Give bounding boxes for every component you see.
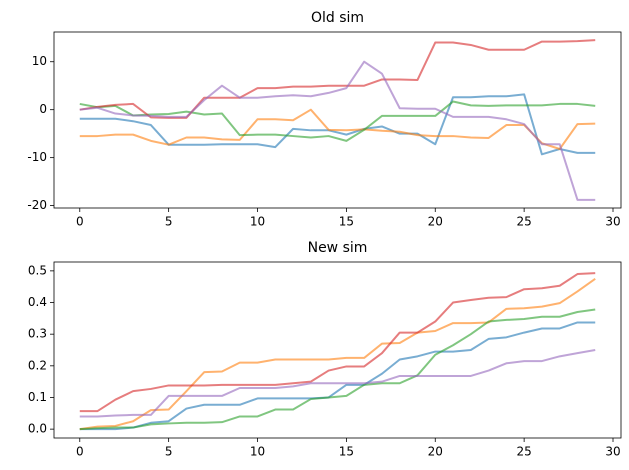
y-tick-label: 0.5 — [28, 263, 47, 277]
x-tick-label: 0 — [76, 215, 84, 229]
data-line — [79, 321, 596, 431]
data-line — [79, 349, 596, 418]
data-line — [79, 93, 596, 156]
data-line — [79, 272, 596, 413]
x-tick-label: 15 — [339, 215, 354, 229]
x-tick-label: 20 — [428, 215, 443, 229]
x-tick-label: 10 — [250, 445, 265, 459]
chart-title: Old sim — [311, 10, 364, 26]
y-tick-label: 0 — [39, 102, 47, 116]
x-tick-label: 5 — [165, 215, 173, 229]
y-tick-label: 0.1 — [28, 390, 47, 404]
y-tick-label: 0.4 — [28, 295, 47, 309]
y-tick-label: -10 — [27, 150, 47, 164]
y-tick-label: 0.0 — [28, 422, 47, 436]
y-tick-label: 10 — [32, 54, 47, 68]
x-tick-label: 25 — [516, 445, 531, 459]
x-tick-label: 20 — [428, 445, 443, 459]
axes-frame — [53, 31, 622, 209]
axes-frame — [53, 261, 622, 439]
x-tick-label: 5 — [165, 445, 173, 459]
x-tick-label: 15 — [339, 445, 354, 459]
x-tick-label: 30 — [605, 445, 620, 459]
data-line — [79, 308, 596, 431]
data-line — [79, 277, 596, 431]
y-tick-label: 0.3 — [28, 327, 47, 341]
y-tick-label: 0.2 — [28, 358, 47, 372]
chart-title: New sim — [308, 240, 368, 256]
data-line — [79, 100, 596, 142]
x-tick-label: 25 — [516, 215, 531, 229]
x-tick-label: 10 — [250, 215, 265, 229]
data-line — [79, 60, 596, 201]
data-line — [79, 39, 596, 119]
x-tick-label: 30 — [605, 215, 620, 229]
x-tick-label: 0 — [76, 445, 84, 459]
data-line — [79, 108, 596, 151]
y-tick-label: -20 — [27, 198, 47, 212]
